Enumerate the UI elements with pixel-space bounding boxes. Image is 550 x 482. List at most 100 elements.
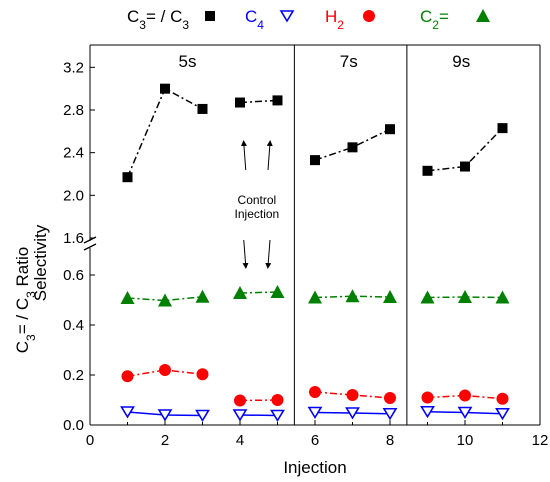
- point-c2: [158, 293, 172, 307]
- y-tick-label: 2.0: [63, 187, 84, 204]
- panel-label: 9s: [452, 52, 470, 71]
- series-markers: [120, 83, 510, 423]
- point-c4: [195, 409, 210, 423]
- x-tick-label: 6: [311, 432, 319, 449]
- y-axis-title-line1: C3= / C3 Ratio: [13, 247, 38, 353]
- y-tick-label: 0.4: [63, 317, 84, 334]
- legend-label-part: C: [245, 7, 257, 26]
- point-c2: [233, 286, 247, 299]
- point-c2: [495, 290, 510, 304]
- axes: 0 2 4 6 8 10 12 0.0 0.2 0.4 0.6 1.6 2.0 2.4 2.8 3.2: [63, 59, 548, 449]
- y-tick-label: 2.4: [63, 145, 84, 162]
- series-line-h2: [314, 391, 391, 399]
- x-tick-label: 2: [161, 432, 169, 449]
- point-h2: [496, 392, 509, 405]
- point-c4: [232, 409, 248, 422]
- legend-marker-c4: [279, 10, 295, 23]
- point-c4: [157, 409, 173, 422]
- point-c3-c3: [160, 83, 170, 94]
- y-tick-label: 3.2: [63, 59, 84, 76]
- legend-label-part: = / C: [146, 7, 182, 26]
- legend-marker-c2: [476, 9, 490, 22]
- arrow-down: [265, 239, 272, 269]
- series-line-c3-c3: [239, 99, 278, 104]
- point-h2: [421, 391, 434, 404]
- point-c4: [495, 407, 510, 421]
- point-c4: [345, 407, 360, 420]
- point-c4: [270, 409, 285, 423]
- point-h2: [346, 389, 359, 401]
- legend-label-part: 3: [139, 18, 146, 32]
- point-h2: [159, 364, 171, 376]
- y-axis-title-part: 3: [24, 334, 38, 341]
- point-h2: [234, 394, 246, 407]
- x-tick-label: 8: [386, 432, 394, 449]
- point-c2: [345, 289, 360, 303]
- point-c3-c3: [497, 123, 508, 134]
- point-c4: [457, 406, 473, 420]
- point-h2: [196, 368, 209, 381]
- y-axis-title-line2: Selectivity: [31, 224, 50, 301]
- panel-dividers: [293, 45, 408, 425]
- y-tick-label: 2.8: [63, 102, 84, 119]
- x-tick-label: 10: [457, 432, 474, 449]
- point-c3-c3: [422, 165, 433, 176]
- legend-marker-h2: [363, 10, 375, 22]
- point-c4: [307, 406, 323, 420]
- point-c3-c3: [235, 97, 245, 108]
- point-c4: [382, 407, 398, 421]
- plot-frame: [83, 44, 541, 426]
- point-c4: [120, 406, 135, 419]
- point-c3-c3: [460, 161, 470, 172]
- point-c3-c3: [347, 142, 358, 153]
- point-c2: [458, 290, 472, 303]
- x-tick-label: 12: [532, 432, 549, 449]
- y-axis-title: C3= / C3 Ratio Selectivity: [13, 224, 50, 353]
- legend-label-part: =: [439, 7, 449, 26]
- x-tick-label: 0: [86, 432, 94, 449]
- point-c3-c3: [197, 103, 208, 114]
- point-h2: [459, 389, 471, 402]
- legend-label-part: 2: [432, 18, 439, 32]
- point-c4: [420, 405, 435, 419]
- x-axis-title: Injection: [283, 458, 346, 477]
- point-h2: [384, 392, 396, 404]
- series-line-h2: [427, 394, 503, 400]
- series-line-c2: [314, 295, 391, 299]
- legend: C3= / C3 C4 H2 C2=: [127, 7, 490, 32]
- legend-label-part: H: [325, 7, 337, 26]
- legend-label-part: 4: [257, 18, 264, 32]
- point-c3-c3: [310, 155, 320, 166]
- point-c2: [420, 290, 435, 304]
- point-c3-c3: [122, 172, 133, 183]
- point-h2: [121, 370, 134, 383]
- axis-break-mark: [83, 243, 97, 251]
- point-h2: [309, 386, 321, 398]
- arrow-down: [242, 239, 249, 269]
- arrow-up: [266, 140, 273, 171]
- y-axis-title-part: 3: [24, 291, 38, 298]
- series-line-c2: [127, 296, 203, 302]
- legend-label-part: 2: [337, 18, 344, 32]
- point-c2: [270, 285, 285, 298]
- legend-label-c4: C4: [245, 7, 264, 32]
- panel-label: 7s: [340, 52, 358, 71]
- annotation-line1: Control: [238, 193, 277, 207]
- point-c2: [308, 290, 322, 304]
- point-c3-c3: [385, 124, 395, 135]
- panel-label: 5s: [179, 52, 197, 71]
- y-axis-title-part: Ratio: [13, 247, 32, 291]
- y-axis-title-part: C: [13, 341, 32, 353]
- series-line-c2: [427, 296, 503, 299]
- point-c2: [195, 289, 210, 303]
- x-tick-label: 4: [236, 432, 244, 449]
- series-line-h2: [239, 399, 278, 402]
- y-tick-label: 0.0: [63, 417, 84, 434]
- legend-label-c3-c3: C3= / C3: [127, 7, 189, 32]
- y-tick-label: 1.6: [63, 230, 84, 247]
- y-tick-label: 0.2: [63, 367, 84, 384]
- legend-marker-c3-c3: [205, 11, 215, 21]
- point-c2: [120, 291, 135, 304]
